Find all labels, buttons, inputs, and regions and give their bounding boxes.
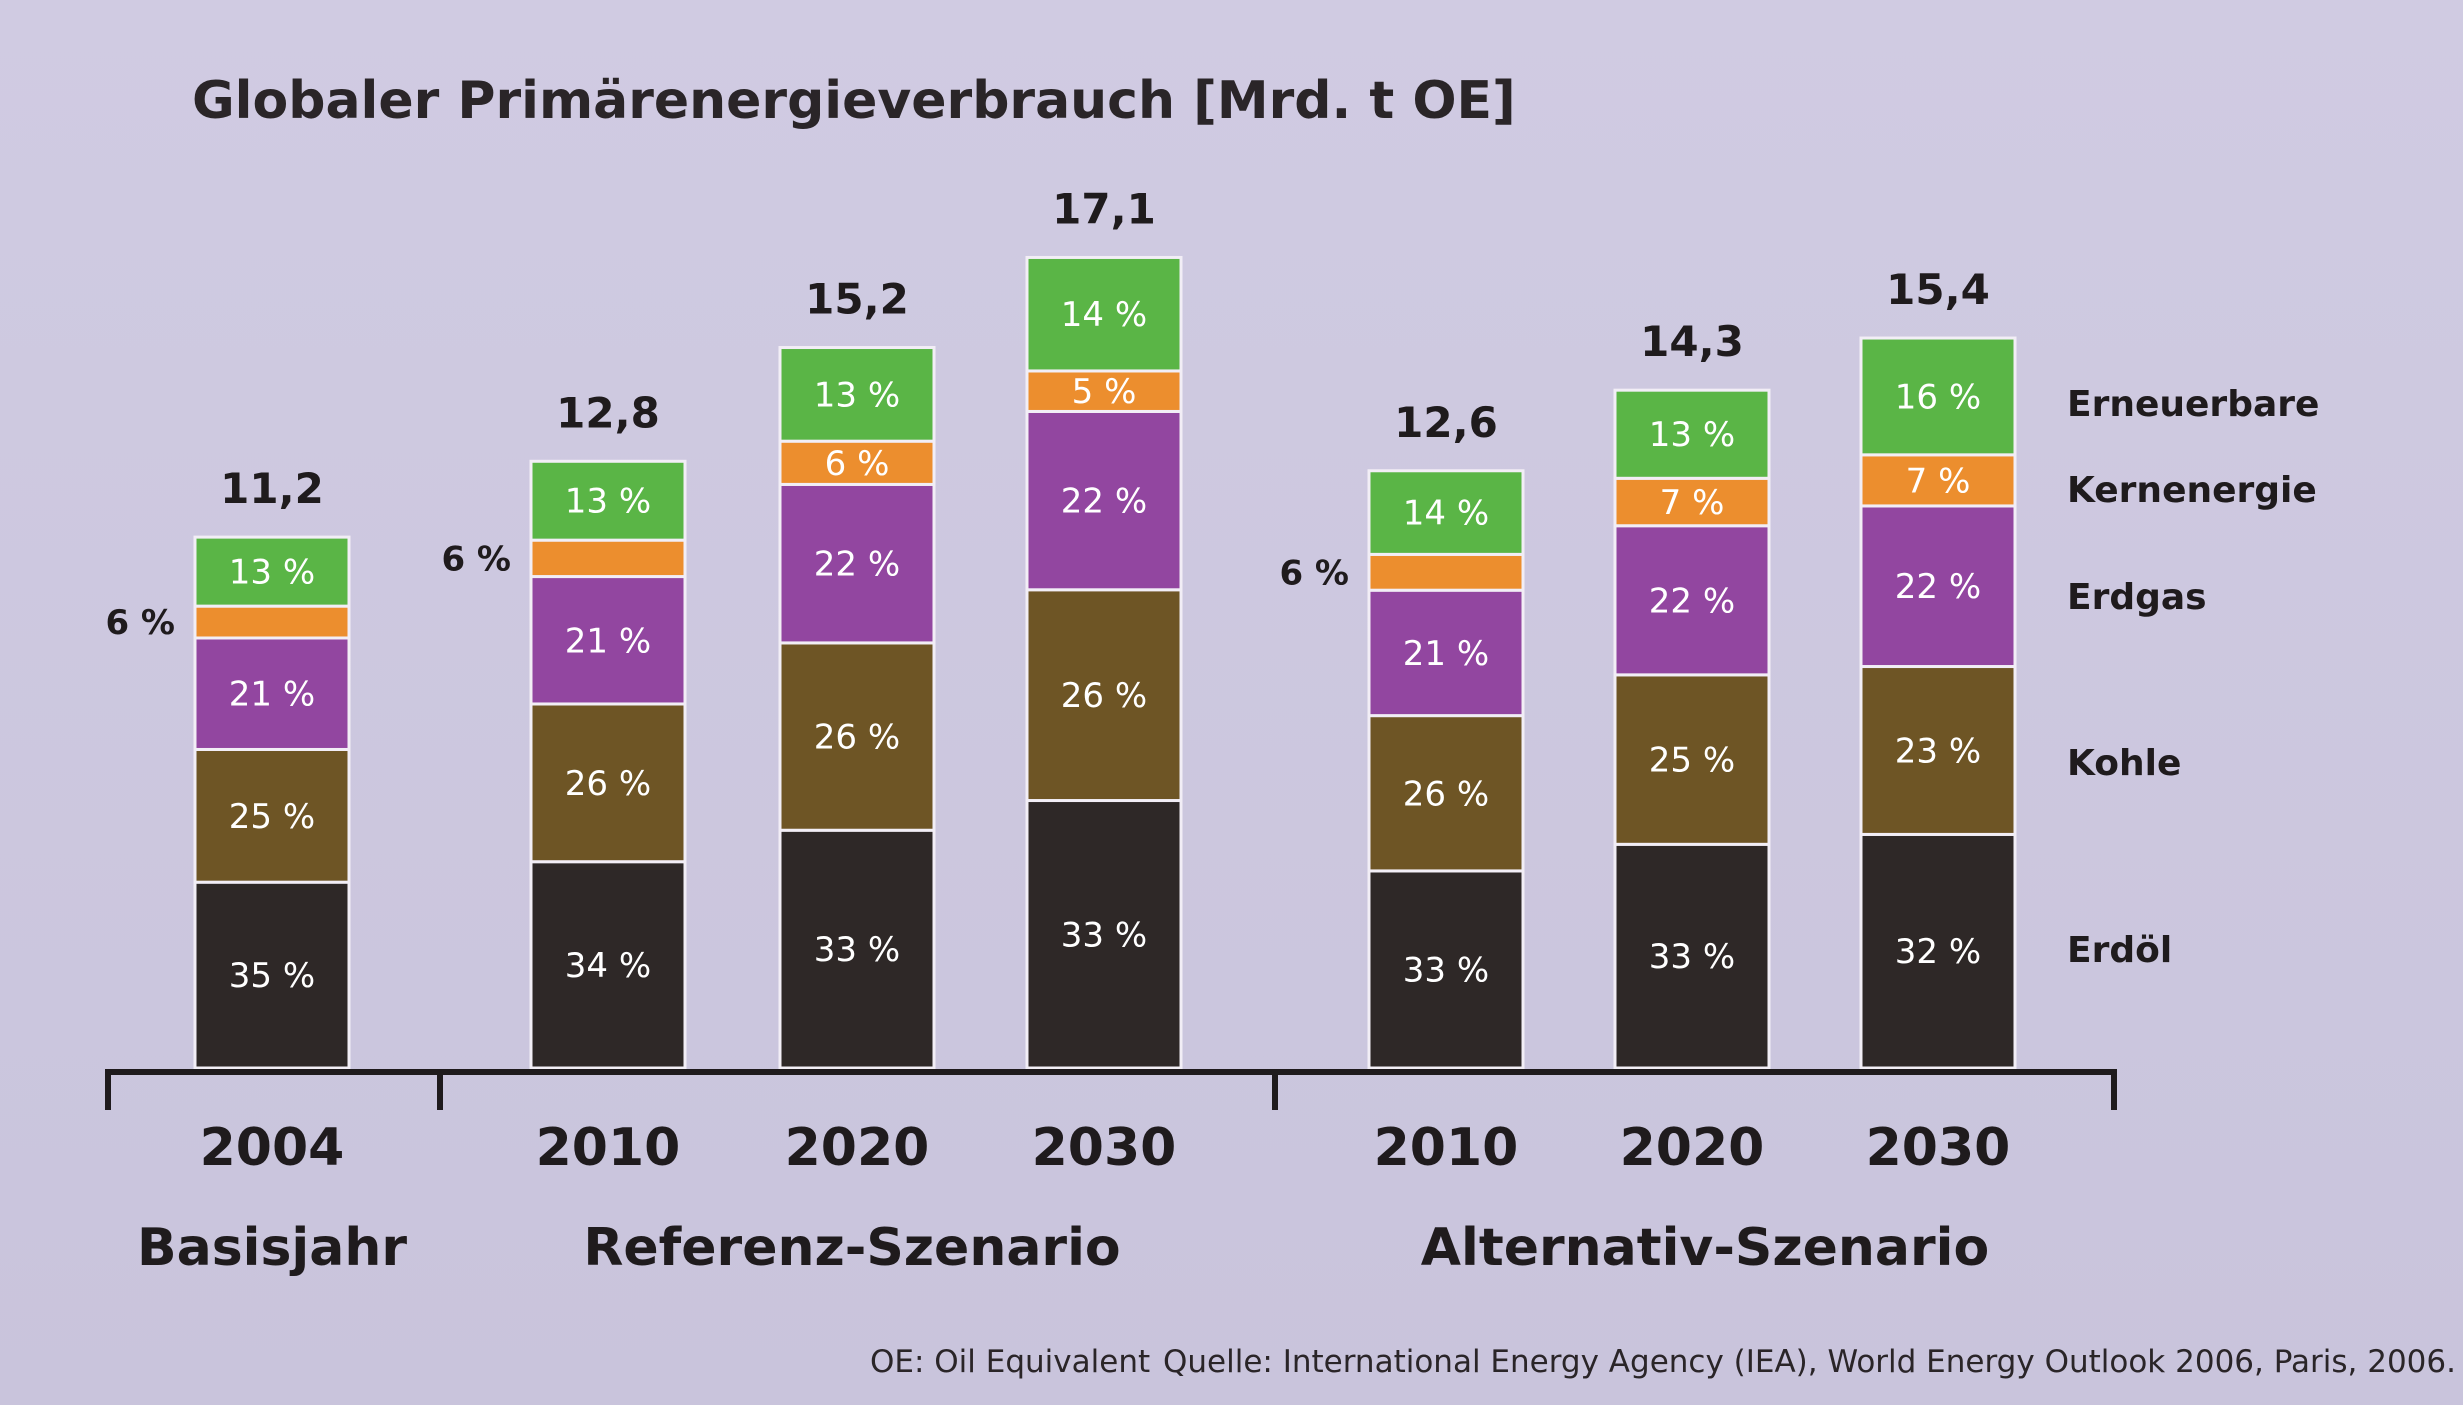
segment-label-kernenergie: 6 % (105, 603, 175, 643)
segment-label-erdoel: 32 % (1895, 932, 1981, 972)
bar-segment-erneuerbare-2010 (529, 459, 687, 542)
x-tick-label: 2004 (200, 1118, 345, 1178)
x-axis (105, 1069, 2117, 1110)
bar-segment-erdgas-2020 (1613, 524, 1771, 677)
segment-label-erneuerbare: 13 % (1649, 415, 1735, 455)
bar-segment-erneuerbare-2020 (1613, 388, 1771, 480)
labels-layer: 35 % 25 % 21 % 6 % 13 % 11,2 2004 34 % 26 % 21 % 6… (105, 184, 2010, 1278)
bar-segment-erneuerbare-2030 (1859, 336, 2017, 457)
bar-segment-kernenergie-2030 (1025, 369, 1183, 413)
bar-total-label: 15,2 (805, 275, 909, 324)
segment-label-erdgas: 22 % (1649, 581, 1735, 621)
segment-label-erdgas: 22 % (814, 545, 900, 585)
bar-segment-kohle-2004 (193, 747, 351, 884)
segment-label-kohle: 26 % (1061, 676, 1147, 716)
bar-segment-erneuerbare-2004 (193, 535, 351, 608)
bar-segment-kernenergie-2020 (1613, 476, 1771, 528)
bar-segment-erneuerbare-2010 (1367, 469, 1525, 556)
segment-label-erdoel: 33 % (1649, 937, 1735, 977)
bar-segment-erdgas-2020 (778, 482, 936, 645)
bar-total-label: 11,2 (220, 464, 324, 513)
bar-segment-erdgas-2030 (1025, 409, 1183, 592)
group-label-alternativ-szenario: Alternativ-Szenario (1421, 1218, 1989, 1278)
bar-segment-erdoel-2030 (1025, 799, 1183, 1070)
segment-label-erneuerbare: 13 % (565, 482, 651, 522)
bar-segment-erdgas-2010 (529, 575, 687, 706)
segment-label-erneuerbare: 13 % (814, 375, 900, 415)
segment-label-kernenergie: 5 % (1072, 372, 1137, 412)
bar-segment-erdoel-2020 (778, 828, 936, 1070)
segment-label-kernenergie: 6 % (441, 539, 511, 579)
segment-label-kohle: 25 % (229, 797, 315, 837)
x-tick-label: 2020 (785, 1118, 930, 1178)
chart-title: Globaler Primärenergieverbrauch [Mrd. t … (192, 71, 1516, 131)
segment-label-erneuerbare: 14 % (1403, 494, 1489, 534)
segment-label-erneuerbare: 14 % (1061, 295, 1147, 335)
segment-label-erdgas: 21 % (1403, 634, 1489, 674)
legend: Erdöl Kohle Erdgas Kernenergie Erneuerbare (2067, 384, 2319, 971)
segment-label-erneuerbare: 16 % (1895, 377, 1981, 417)
footnote-source: Quelle: International Energy Agency (IEA… (1163, 1344, 2456, 1380)
bar-segment-kernenergie-2030 (1859, 453, 2017, 508)
bar-total-label: 15,4 (1886, 265, 1990, 314)
legend-label-erdgas: Erdgas (2067, 577, 2207, 618)
x-tick-label: 2020 (1620, 1118, 1765, 1178)
segment-label-kernenergie: 6 % (1279, 553, 1349, 593)
segment-label-erdoel: 34 % (565, 946, 651, 986)
segment-label-kohle: 23 % (1895, 731, 1981, 771)
bar-segment-kernenergie-2004 (193, 604, 351, 640)
segment-label-erdoel: 33 % (1061, 915, 1147, 955)
bar-segment-erdoel-2020 (1613, 842, 1771, 1070)
segment-label-kernenergie: 7 % (1906, 461, 1971, 501)
legend-label-kohle: Kohle (2067, 743, 2181, 784)
legend-label-erneuerbare: Erneuerbare (2067, 384, 2319, 425)
footnote-oe: OE: Oil Equivalent (870, 1344, 1150, 1380)
bar-segment-kohle-2020 (1613, 673, 1771, 846)
bar-segment-kohle-2030 (1859, 665, 2017, 836)
bar-total-label: 17,1 (1052, 184, 1156, 233)
segment-label-erdoel: 33 % (1403, 950, 1489, 990)
segment-label-erdgas: 22 % (1061, 482, 1147, 522)
segment-label-kohle: 26 % (814, 718, 900, 758)
x-tick-label: 2010 (536, 1118, 681, 1178)
legend-label-erdoel: Erdöl (2067, 930, 2172, 971)
bar-segment-erneuerbare-2020 (778, 346, 936, 443)
segment-label-kernenergie: 7 % (1660, 483, 1725, 523)
segment-label-erneuerbare: 13 % (229, 553, 315, 593)
bar-segment-erneuerbare-2030 (1025, 255, 1183, 373)
x-tick-label: 2030 (1866, 1118, 2011, 1178)
x-tick-label: 2030 (1032, 1118, 1177, 1178)
segment-label-kohle: 26 % (1403, 774, 1489, 814)
legend-label-kernenergie: Kernenergie (2067, 470, 2317, 511)
segment-label-erdoel: 33 % (814, 930, 900, 970)
segment-label-kohle: 25 % (1649, 741, 1735, 781)
bar-segment-kohle-2020 (778, 641, 936, 832)
segment-label-erdgas: 22 % (1895, 567, 1981, 607)
bar-segment-kernenergie-2010 (1367, 552, 1525, 592)
bar-total-label: 12,6 (1394, 398, 1498, 447)
bar-segment-kernenergie-2010 (529, 538, 687, 579)
segment-label-erdgas: 21 % (565, 621, 651, 661)
bar-segment-kohle-2030 (1025, 588, 1183, 803)
bar-segment-erdgas-2010 (1367, 588, 1525, 718)
bar-segment-erdoel-2004 (193, 880, 351, 1070)
segment-label-erdgas: 21 % (229, 675, 315, 715)
bar-total-label: 12,8 (556, 388, 660, 437)
bar-segment-erdoel-2010 (1367, 869, 1525, 1070)
bar-total-label: 14,3 (1640, 317, 1744, 366)
x-tick-label: 2010 (1374, 1118, 1519, 1178)
group-label-referenz-szenario: Referenz-Szenario (583, 1218, 1120, 1278)
segment-label-kernenergie: 6 % (825, 444, 890, 484)
bar-segment-erdoel-2010 (529, 860, 687, 1070)
bar-segment-kohle-2010 (529, 702, 687, 864)
segment-label-kohle: 26 % (565, 764, 651, 804)
segment-label-erdoel: 35 % (229, 956, 315, 996)
group-label-basisjahr: Basisjahr (137, 1218, 407, 1278)
bars-layer (193, 255, 2017, 1070)
